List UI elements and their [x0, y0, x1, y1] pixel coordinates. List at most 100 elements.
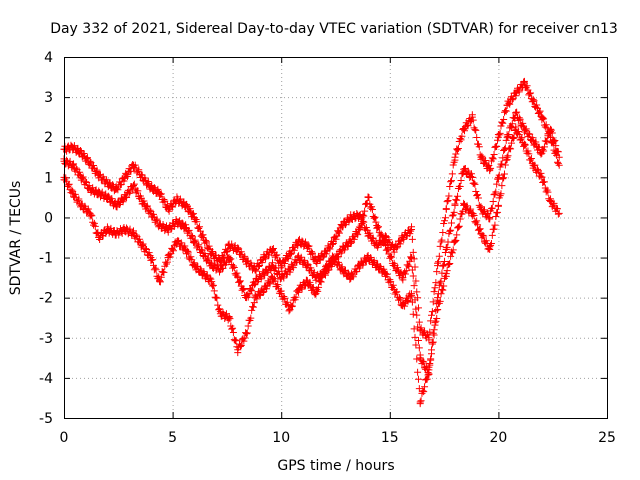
data-point	[103, 225, 111, 233]
data-point	[520, 125, 528, 133]
data-point	[69, 189, 77, 197]
data-point	[555, 161, 563, 169]
x-axis-label: GPS time / hours	[277, 458, 394, 474]
data-point	[390, 246, 398, 254]
data-point	[130, 161, 138, 169]
data-point	[538, 113, 546, 121]
x-tick-label: 10	[272, 430, 290, 446]
data-point	[321, 266, 329, 274]
data-point	[295, 238, 303, 246]
data-point	[225, 254, 233, 262]
data-point	[190, 213, 198, 221]
data-point	[538, 149, 546, 157]
data-point	[460, 201, 468, 209]
data-point	[312, 290, 320, 298]
data-point	[434, 306, 442, 314]
data-point	[251, 294, 259, 302]
data-point	[512, 109, 520, 117]
x-tick-label: 5	[168, 430, 177, 446]
data-point	[86, 159, 94, 167]
data-point	[121, 193, 129, 201]
data-point	[95, 234, 103, 241]
data-point	[225, 242, 233, 250]
data-point	[460, 125, 468, 133]
x-tick-label: 15	[381, 430, 399, 446]
data-point	[269, 246, 277, 254]
data-point	[399, 302, 407, 310]
data-point	[190, 262, 198, 270]
data-point	[486, 246, 494, 254]
data-point	[295, 286, 303, 294]
data-point	[355, 262, 363, 270]
y-tick-label: -1	[39, 251, 53, 267]
data-point	[242, 258, 250, 266]
data-point	[347, 238, 355, 246]
data-point	[373, 262, 381, 270]
data-point	[442, 270, 450, 278]
data-layer	[60, 77, 563, 408]
data-point	[121, 225, 129, 233]
data-point	[347, 274, 355, 282]
data-point	[286, 306, 294, 314]
data-point	[312, 274, 320, 282]
data-point	[138, 173, 146, 181]
data-point	[503, 101, 511, 109]
data-point	[164, 205, 172, 213]
data-point	[442, 246, 450, 254]
data-point	[138, 197, 146, 205]
data-point	[425, 334, 433, 342]
data-point	[364, 254, 372, 262]
x-tick-labels: 0 5 10 15 20 25	[60, 430, 616, 446]
y-tick-labels: -5 -4 -3 -2 -1 0 1 2 3 4	[39, 50, 53, 427]
data-point	[408, 290, 416, 298]
data-point	[347, 213, 355, 221]
data-point	[364, 229, 372, 237]
data-point	[529, 161, 537, 169]
data-point	[277, 274, 285, 282]
data-point	[303, 278, 311, 286]
data-point	[173, 217, 181, 225]
data-point	[555, 153, 563, 161]
data-point	[529, 97, 537, 105]
data-point	[486, 213, 494, 221]
data-point	[69, 161, 77, 169]
data-point	[208, 262, 216, 270]
data-point	[208, 278, 216, 286]
data-point	[451, 201, 459, 209]
data-point	[112, 201, 120, 209]
data-point	[338, 221, 346, 229]
data-point	[86, 185, 94, 193]
data-point	[269, 262, 277, 270]
data-point	[208, 250, 216, 258]
data-point	[173, 238, 181, 246]
data-point	[147, 183, 155, 191]
data-point	[260, 270, 268, 278]
x-tick-label: 20	[489, 430, 507, 446]
data-point	[77, 173, 85, 181]
data-point	[286, 266, 294, 274]
data-point	[468, 173, 476, 181]
y-tick-label: -5	[39, 411, 53, 427]
data-point	[460, 165, 468, 173]
data-point	[416, 354, 424, 362]
data-point	[286, 250, 294, 258]
data-point	[468, 209, 476, 217]
data-point	[103, 179, 111, 187]
data-point	[216, 266, 224, 274]
data-point	[555, 209, 563, 217]
y-axis-label: SDTVAR / TECUs	[8, 181, 24, 296]
data-point	[95, 189, 103, 197]
data-point	[277, 290, 285, 298]
data-point	[494, 201, 502, 209]
data-point	[381, 270, 389, 278]
data-point	[321, 250, 329, 258]
data-point	[512, 125, 520, 133]
data-point	[373, 221, 381, 229]
data-point	[477, 229, 485, 237]
data-point	[338, 266, 346, 274]
data-point	[190, 238, 198, 246]
data-point	[182, 223, 190, 231]
data-point	[303, 242, 311, 250]
data-point	[312, 258, 320, 266]
